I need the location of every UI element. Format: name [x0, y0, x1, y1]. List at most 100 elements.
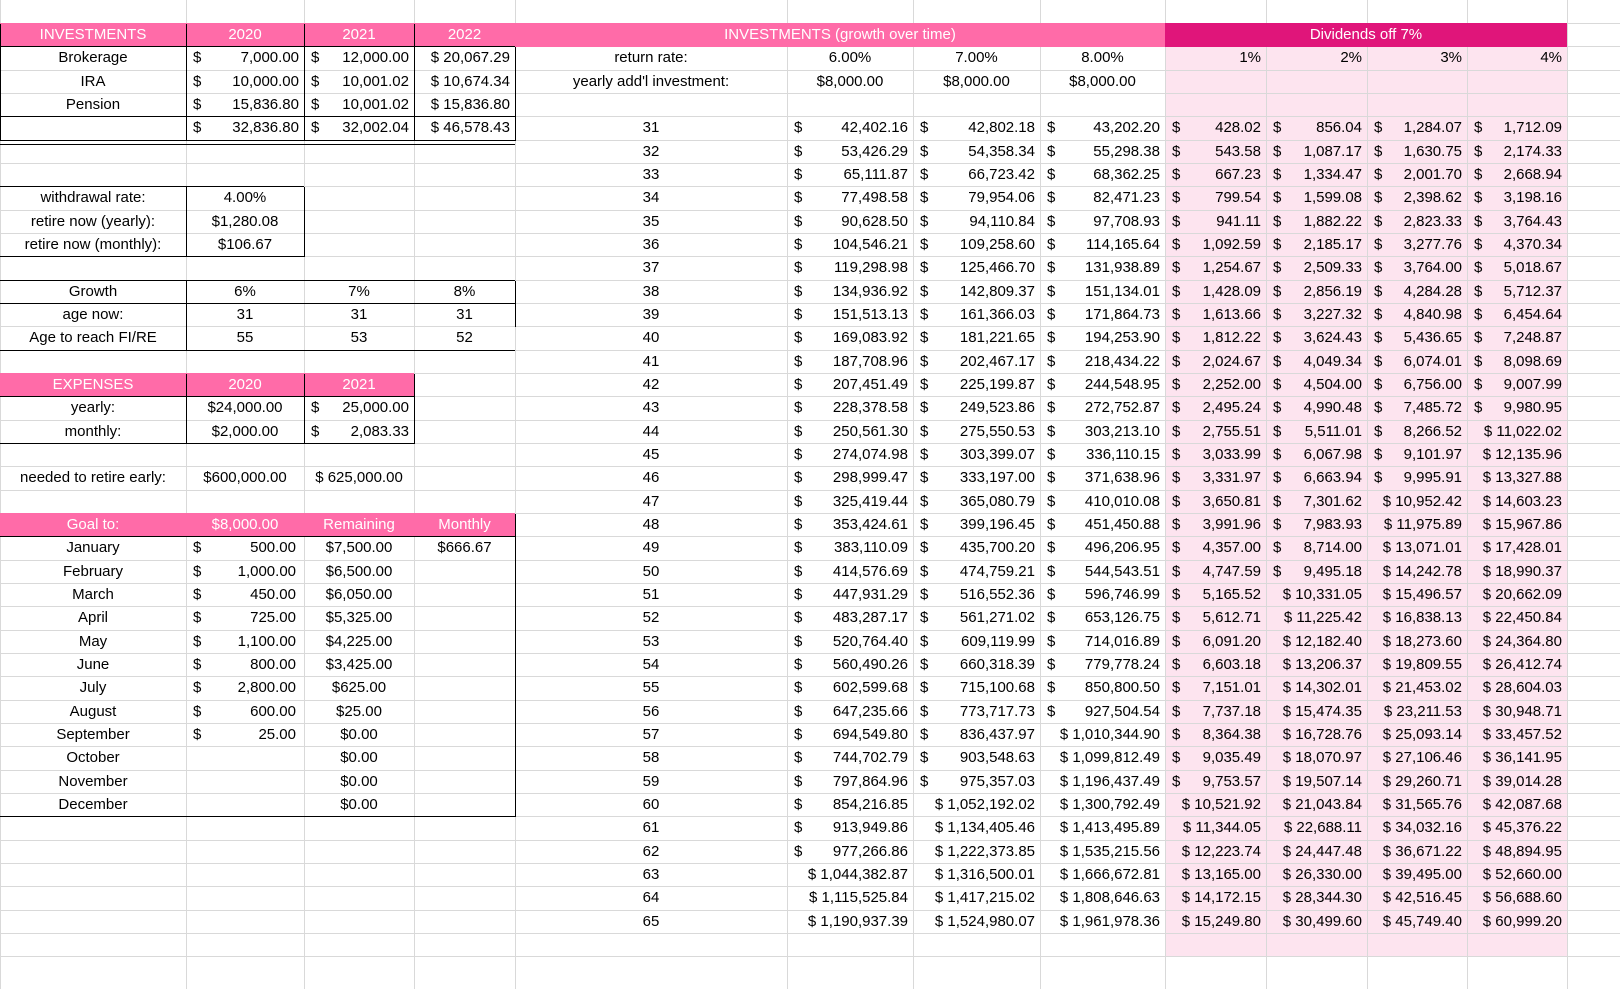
dividend-value[interactable]: 2,856.19	[1303, 282, 1362, 300]
growth-value[interactable]: 451,450.88	[1084, 515, 1160, 533]
investment-value[interactable]: 12,000.00	[342, 49, 409, 67]
investment-value[interactable]: $ 20,067.29	[430, 49, 510, 67]
growth-value[interactable]: 520,764.40	[832, 632, 908, 650]
age-cell[interactable]: 37	[642, 259, 660, 277]
investment-account-label[interactable]: Brokerage	[58, 49, 128, 67]
growth-value[interactable]: 151,134.01	[1084, 282, 1160, 300]
dividend-value[interactable]: $ 14,172.15	[1181, 889, 1261, 907]
dividend-value[interactable]: 3,033.99	[1202, 445, 1261, 463]
dividend-value[interactable]: 3,650.81	[1202, 492, 1261, 510]
dividend-value[interactable]: $ 48,894.95	[1482, 842, 1562, 860]
dividend-value[interactable]: 6,663.94	[1303, 469, 1362, 487]
growth-row-label[interactable]: Age to reach FI/RE	[29, 329, 157, 347]
growth-value[interactable]: 779,778.24	[1084, 655, 1160, 673]
growth-value[interactable]: 244,548.95	[1084, 375, 1160, 393]
dividend-value[interactable]: 5,612.71	[1202, 609, 1261, 627]
growth-value[interactable]: 114,165.64	[1086, 235, 1160, 253]
dividend-value[interactable]: 3,624.43	[1303, 329, 1362, 347]
growth-row-label[interactable]: age now:	[62, 305, 124, 323]
investment-total[interactable]: 32,002.04	[342, 119, 409, 137]
goal-month[interactable]: September	[56, 725, 130, 743]
dividend-value[interactable]: $ 15,249.80	[1181, 912, 1261, 930]
age-cell[interactable]: 53	[642, 632, 660, 650]
growth-value[interactable]: 181,221.65	[959, 329, 1035, 347]
age-cell[interactable]: 41	[642, 352, 660, 370]
growth-value[interactable]: 272,752.87	[1084, 399, 1160, 417]
growth-value[interactable]: 602,599.68	[832, 679, 908, 697]
age-cell[interactable]: 34	[642, 189, 660, 207]
dividend-value[interactable]: $ 12,135.96	[1482, 445, 1562, 463]
growth-value[interactable]: 854,216.85	[832, 795, 908, 813]
dividend-value[interactable]: $ 26,330.00	[1282, 865, 1362, 883]
retire-early-value[interactable]: $ 625,000.00	[315, 469, 403, 487]
dividend-value[interactable]: 5,018.67	[1503, 259, 1562, 277]
growth-value[interactable]: 274,074.98	[832, 445, 908, 463]
investment-value[interactable]: 10,001.02	[342, 95, 409, 113]
additional-investment-value[interactable]: $8,000.00	[816, 72, 884, 90]
growth-value[interactable]: 43,202.20	[1093, 119, 1160, 137]
growth-value[interactable]: 218,434.22	[1084, 352, 1160, 370]
growth-value[interactable]: 325,419.44	[832, 492, 908, 510]
dividend-value[interactable]: $ 13,071.01	[1382, 539, 1462, 557]
age-cell[interactable]: 55	[642, 679, 660, 697]
goal-amount[interactable]: 500.00	[250, 539, 296, 557]
dividend-value[interactable]: $ 33,457.52	[1482, 725, 1562, 743]
growth-value[interactable]: 109,258.60	[959, 235, 1035, 253]
growth-value[interactable]: 474,759.21	[959, 562, 1035, 580]
dividend-value[interactable]: 4,357.00	[1202, 539, 1261, 557]
growth-age-value[interactable]: 53	[350, 329, 368, 347]
additional-investment-label[interactable]: yearly add'l investment:	[572, 72, 730, 90]
dividend-value[interactable]: $ 13,206.37	[1282, 655, 1362, 673]
growth-value[interactable]: 975,357.03	[959, 772, 1035, 790]
dividend-value[interactable]: 2,252.00	[1202, 375, 1261, 393]
dividend-value[interactable]: 8,714.00	[1303, 539, 1362, 557]
dividend-value[interactable]: $ 24,447.48	[1282, 842, 1362, 860]
dividend-value[interactable]: 9,753.57	[1202, 772, 1261, 790]
growth-value[interactable]: 365,080.79	[959, 492, 1035, 510]
dividend-value[interactable]: 1,087.17	[1303, 142, 1362, 160]
investments-year-header[interactable]: 2020	[186, 23, 304, 47]
growth-value[interactable]: 850,800.50	[1084, 679, 1160, 697]
growth-value[interactable]: 410,010.08	[1084, 492, 1160, 510]
age-cell[interactable]: 36	[642, 235, 660, 253]
growth-value[interactable]: 298,999.47	[832, 469, 908, 487]
investment-account-label[interactable]: IRA	[80, 72, 106, 90]
dividend-value[interactable]: 6,091.20	[1202, 632, 1261, 650]
dividend-value[interactable]: $ 30,948.71	[1482, 702, 1562, 720]
age-cell[interactable]: 35	[642, 212, 660, 230]
growth-value[interactable]: 653,126.75	[1084, 609, 1160, 627]
dividend-value[interactable]: 3,991.96	[1202, 515, 1261, 533]
withdrawal-value[interactable]: 4.00%	[223, 189, 267, 207]
goal-header[interactable]: Goal to:	[0, 512, 186, 537]
dividend-value[interactable]: 941.11	[1216, 212, 1261, 230]
goal-month[interactable]: April	[77, 609, 108, 627]
age-cell[interactable]: 58	[642, 749, 660, 767]
growth-value[interactable]: 65,111.87	[843, 165, 908, 183]
age-cell[interactable]: 50	[642, 562, 660, 580]
goal-remaining[interactable]: $3,425.00	[325, 655, 393, 673]
additional-investment-value[interactable]: $8,000.00	[1069, 72, 1136, 90]
age-cell[interactable]: 48	[642, 515, 660, 533]
growth-value[interactable]: 660,318.39	[959, 655, 1035, 673]
dividend-value[interactable]: 4,840.98	[1403, 305, 1462, 323]
dividend-value[interactable]: 9,995.91	[1403, 469, 1462, 487]
dividend-value[interactable]: $ 11,022.02	[1483, 422, 1562, 440]
dividend-value[interactable]: $ 19,507.14	[1282, 772, 1362, 790]
dividend-value[interactable]: 4,370.34	[1503, 235, 1562, 253]
goal-month[interactable]: June	[76, 655, 110, 673]
growth-rate[interactable]: 8%	[453, 282, 476, 300]
dividend-value[interactable]: 667.23	[1215, 165, 1261, 183]
growth-value[interactable]: 225,199.87	[959, 375, 1035, 393]
age-cell[interactable]: 62	[642, 842, 660, 860]
growth-value[interactable]: 54,358.34	[968, 142, 1035, 160]
investments-year-header[interactable]: 2022	[414, 23, 515, 47]
dividend-value[interactable]: $ 42,516.45	[1382, 889, 1462, 907]
dividend-value[interactable]: $ 39,014.28	[1482, 772, 1562, 790]
dividend-value[interactable]: 7,301.62	[1303, 492, 1362, 510]
dividend-value[interactable]: $ 52,660.00	[1482, 865, 1562, 883]
growth-value[interactable]: 303,213.10	[1084, 422, 1160, 440]
growth-value[interactable]: 53,426.29	[841, 142, 908, 160]
growth-value[interactable]: 414,576.69	[832, 562, 908, 580]
dividend-value[interactable]: 5,436.65	[1403, 329, 1462, 347]
